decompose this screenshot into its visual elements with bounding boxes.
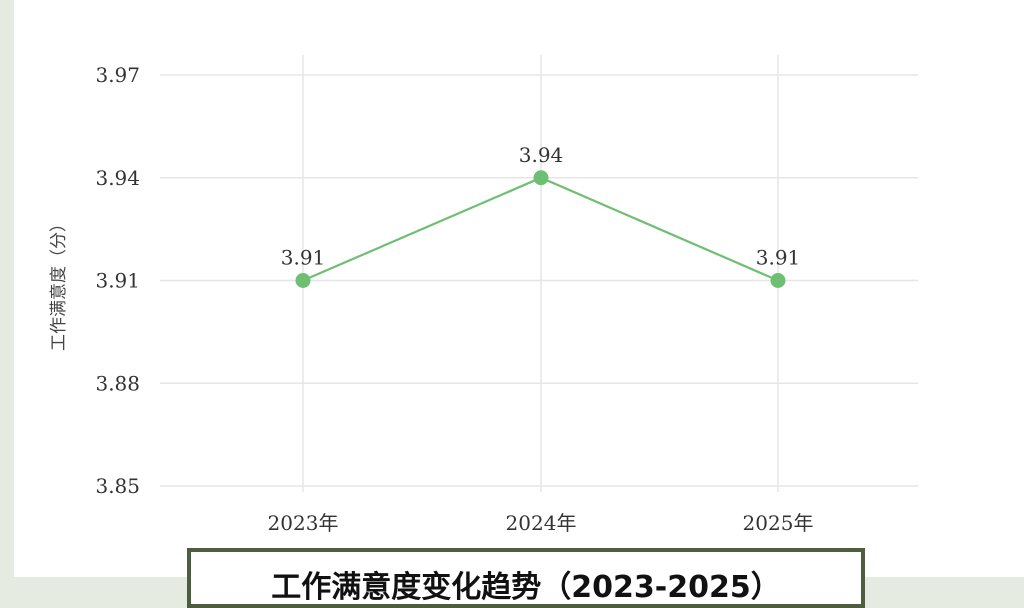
x-tick-labels: 2023年 2024年 2025年 [268, 511, 814, 535]
chart-panel [14, 0, 1024, 577]
line-chart: 3.85 3.88 3.91 3.94 3.97 2023年 2024年 2025年 3.9… [49, 55, 918, 535]
data-label: 3.91 [281, 246, 326, 270]
x-tick-label: 2024年 [506, 511, 577, 535]
chart-title-box: 工作满意度变化趋势（2023-2025） [187, 548, 865, 608]
y-axis-title: 工作满意度（分） [49, 215, 69, 351]
series-layer [295, 170, 786, 288]
data-label: 3.91 [756, 246, 801, 270]
x-tick-label: 2023年 [268, 511, 339, 535]
y-tick-label: 3.91 [95, 269, 140, 293]
data-point [770, 273, 786, 288]
y-tick-label: 3.85 [95, 474, 140, 498]
data-point [295, 273, 311, 288]
y-tick-label: 3.97 [95, 63, 140, 87]
data-point [533, 170, 549, 186]
y-tick-label: 3.88 [95, 371, 140, 395]
y-tick-label: 3.94 [95, 166, 140, 190]
y-gridlines [160, 74, 918, 487]
chart-title: 工作满意度变化趋势（2023-2025） [271, 570, 781, 605]
data-labels: 3.91 3.94 3.91 [281, 143, 801, 270]
data-label: 3.94 [519, 143, 564, 167]
x-gridlines [302, 55, 779, 492]
x-tick-label: 2025年 [743, 511, 814, 535]
y-tick-labels: 3.85 3.88 3.91 3.94 3.97 [95, 63, 140, 498]
